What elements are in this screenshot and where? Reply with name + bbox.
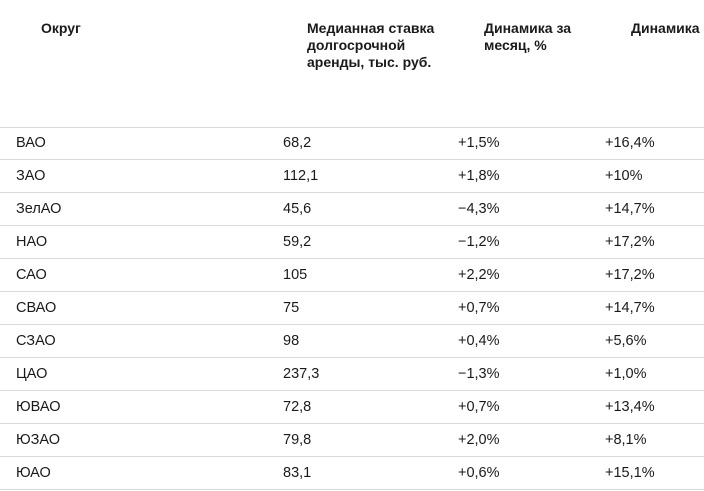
cell-yearly-change: +15,1% <box>605 465 655 481</box>
cell-median-rate: 75 <box>283 300 300 316</box>
cell-okrug: ЗАО <box>16 168 46 184</box>
table-row: ЮВАО 72,8 +0,7% +13,4% <box>0 391 704 424</box>
cell-median-rate: 112,1 <box>283 168 319 184</box>
cell-monthly-change: +2,0% <box>458 432 500 448</box>
cell-monthly-change: +1,8% <box>458 168 500 184</box>
cell-median-rate: 237,3 <box>283 366 320 382</box>
cell-okrug: СВАО <box>16 300 57 316</box>
cell-okrug: ЮАО <box>16 465 51 481</box>
cell-yearly-change: +5,6% <box>605 333 647 349</box>
cell-median-rate: 45,6 <box>283 201 312 217</box>
cell-yearly-change: +16,4% <box>605 135 655 151</box>
table-row: ЗелАО 45,6 −4,3% +14,7% <box>0 193 704 226</box>
table-row: ЮАО 83,1 +0,6% +15,1% <box>0 457 704 490</box>
cell-monthly-change: −1,2% <box>458 234 500 250</box>
header-median-rate: Медианная ставка долгосрочной аренды, ты… <box>307 20 435 70</box>
cell-median-rate: 79,8 <box>283 432 312 448</box>
cell-monthly-change: +0,7% <box>458 300 500 316</box>
cell-yearly-change: +1,0% <box>605 366 647 382</box>
cell-monthly-change: +1,5% <box>458 135 500 151</box>
table-row: НАО 59,2 −1,2% +17,2% <box>0 226 704 259</box>
header-okrug: Округ <box>41 20 81 36</box>
cell-yearly-change: +17,2% <box>605 267 655 283</box>
cell-okrug: СЗАО <box>16 333 56 349</box>
cell-median-rate: 72,8 <box>283 399 312 415</box>
cell-yearly-change: +14,7% <box>605 201 655 217</box>
cell-okrug: ЮЗАО <box>16 432 61 448</box>
cell-okrug: ЮВАО <box>16 399 61 415</box>
table-row: САО 105 +2,2% +17,2% <box>0 259 704 292</box>
cell-median-rate: 83,1 <box>283 465 312 481</box>
cell-okrug: ЗелАО <box>16 201 62 217</box>
table-row: СВАО 75 +0,7% +14,7% <box>0 292 704 325</box>
cell-monthly-change: +0,7% <box>458 399 500 415</box>
cell-median-rate: 68,2 <box>283 135 312 151</box>
cell-monthly-change: −4,3% <box>458 201 500 217</box>
cell-median-rate: 105 <box>283 267 308 283</box>
cell-median-rate: 98 <box>283 333 300 349</box>
cell-median-rate: 59,2 <box>283 234 312 250</box>
header-monthly-change: Динамика за месяц, % <box>484 20 572 53</box>
cell-okrug: САО <box>16 267 47 283</box>
cell-okrug: ВАО <box>16 135 46 151</box>
table-row: ЗАО 112,1 +1,8% +10% <box>0 160 704 193</box>
cell-monthly-change: −1,3% <box>458 366 500 382</box>
table-row: СЗАО 98 +0,4% +5,6% <box>0 325 704 358</box>
header-yearly-change: Динамика за год, % <box>631 20 704 36</box>
table-body: ВАО 68,2 +1,5% +16,4% ЗАО 112,1 +1,8% +1… <box>0 127 704 490</box>
cell-okrug: ЦАО <box>16 366 48 382</box>
cell-yearly-change: +14,7% <box>605 300 655 316</box>
cell-okrug: НАО <box>16 234 48 250</box>
table-row: ЦАО 237,3 −1,3% +1,0% <box>0 358 704 391</box>
table-row: ЮЗАО 79,8 +2,0% +8,1% <box>0 424 704 457</box>
cell-yearly-change: +10% <box>605 168 643 184</box>
cell-monthly-change: +0,6% <box>458 465 500 481</box>
table-header: Округ Медианная ставка долгосрочной арен… <box>0 0 704 128</box>
cell-yearly-change: +8,1% <box>605 432 647 448</box>
cell-yearly-change: +17,2% <box>605 234 655 250</box>
cell-monthly-change: +0,4% <box>458 333 500 349</box>
table-row: ВАО 68,2 +1,5% +16,4% <box>0 127 704 160</box>
cell-yearly-change: +13,4% <box>605 399 655 415</box>
cell-monthly-change: +2,2% <box>458 267 500 283</box>
